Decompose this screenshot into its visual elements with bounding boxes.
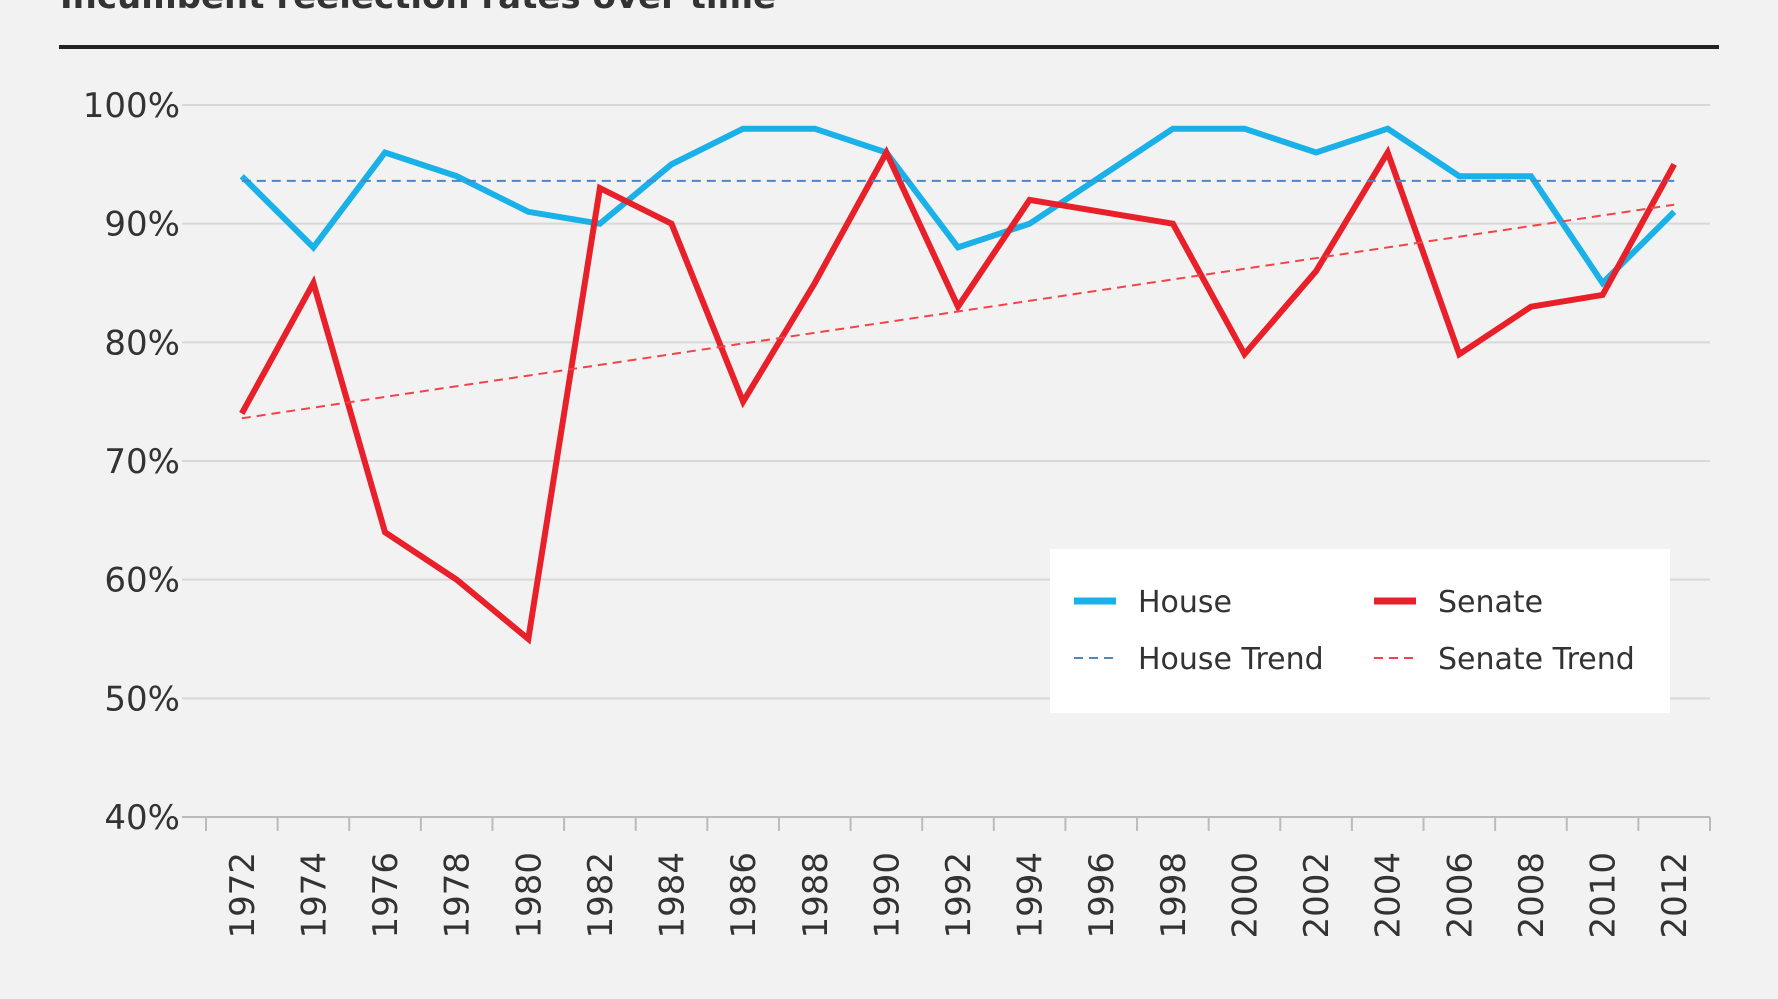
series-line [239, 145, 1677, 645]
x-tick-label: 1990 [867, 852, 907, 939]
x-tick-label: 1996 [1082, 852, 1122, 939]
legend-label: Senate Trend [1438, 642, 1635, 677]
legend-label: House [1138, 585, 1232, 620]
x-tick-label: 1992 [939, 852, 979, 939]
y-tick-label: 50% [104, 679, 180, 719]
x-tick-label: 2012 [1655, 852, 1695, 939]
x-tick-label: 1978 [438, 852, 478, 939]
x-tick-label: 1972 [223, 852, 263, 939]
x-tick-label: 2002 [1297, 852, 1337, 939]
x-tick-label: 1988 [796, 852, 836, 939]
x-tick-label: 1994 [1011, 852, 1051, 939]
legend-label: House Trend [1138, 642, 1324, 677]
legend-box [1050, 549, 1670, 713]
y-tick-label: 100% [83, 86, 180, 126]
y-tick-label: 90% [104, 205, 180, 245]
y-tick-label: 80% [104, 323, 180, 363]
x-tick-label: 1998 [1154, 852, 1194, 939]
x-tick-label: 1976 [366, 852, 406, 939]
y-tick-label: 70% [104, 442, 180, 482]
x-tick-label: 2010 [1584, 852, 1624, 939]
x-tick-label: 2006 [1440, 852, 1480, 939]
y-tick-label: 60% [104, 561, 180, 601]
x-tick-label: 2008 [1512, 852, 1552, 939]
x-tick-label: 2000 [1225, 852, 1265, 939]
trend-line [241, 203, 1675, 420]
series-line [239, 125, 1677, 288]
x-tick-label: 1974 [294, 852, 334, 939]
x-tick-label: 1982 [581, 852, 621, 939]
y-tick-label: 40% [104, 798, 180, 838]
legend-label: Senate [1438, 585, 1543, 620]
x-tick-label: 2004 [1369, 852, 1409, 939]
x-tick-label: 1980 [509, 852, 549, 939]
x-tick-label: 1984 [653, 852, 693, 939]
chart-title: Incumbent reelection rates over time [60, 0, 776, 17]
x-tick-label: 1986 [724, 852, 764, 939]
